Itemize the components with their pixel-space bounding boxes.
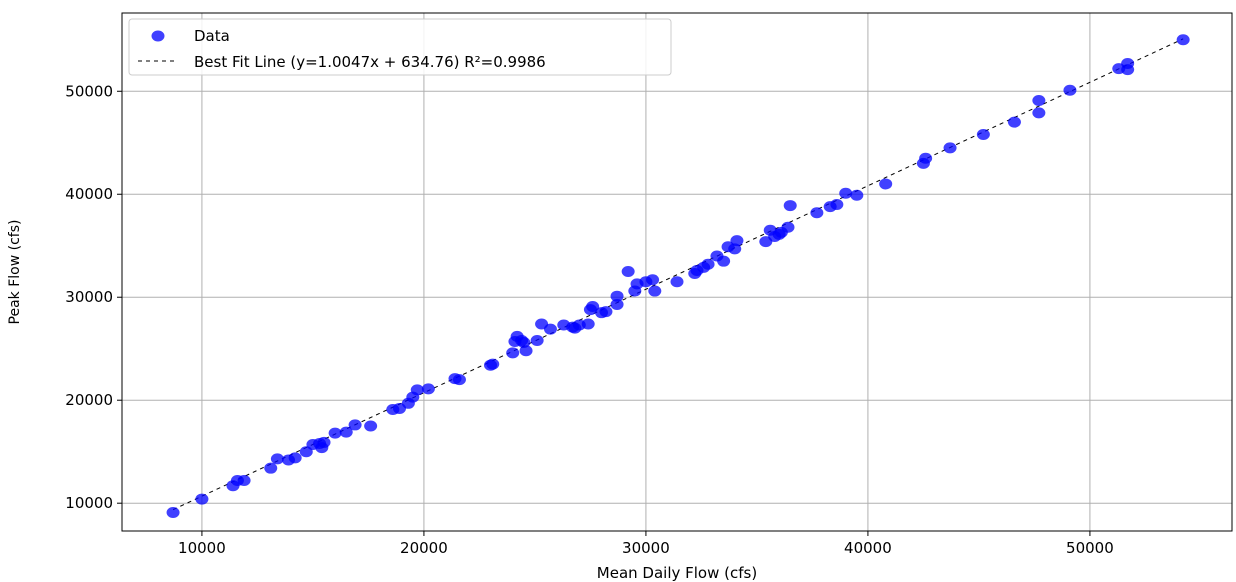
data-point bbox=[919, 152, 933, 164]
data-point bbox=[701, 258, 715, 270]
legend-box bbox=[128, 18, 672, 76]
data-point bbox=[328, 427, 342, 439]
y-tick-label: 10000 bbox=[65, 494, 113, 512]
data-point bbox=[1032, 95, 1046, 107]
data-point bbox=[839, 187, 853, 199]
data-point bbox=[452, 374, 466, 386]
data-point bbox=[717, 255, 731, 267]
data-point bbox=[783, 200, 797, 212]
data-point bbox=[850, 189, 864, 201]
data-point bbox=[421, 383, 435, 395]
data-point bbox=[781, 221, 795, 233]
x-axis-label: Mean Daily Flow (cfs) bbox=[597, 564, 757, 582]
data-point bbox=[339, 426, 353, 438]
data-point bbox=[976, 129, 990, 141]
data-point bbox=[586, 300, 600, 312]
data-point bbox=[670, 276, 684, 288]
ticks: 10000 20000 30000 40000 50000 10000 20000 30000… bbox=[65, 82, 1113, 557]
data-point bbox=[288, 452, 302, 464]
data-point bbox=[943, 142, 957, 154]
data-point bbox=[1121, 57, 1135, 69]
x-tick-label: 10000 bbox=[178, 539, 226, 557]
legend-label-data: Data bbox=[194, 27, 230, 45]
data-point bbox=[730, 235, 744, 247]
data-point bbox=[830, 199, 844, 211]
data-point bbox=[166, 506, 180, 518]
data-point bbox=[315, 442, 329, 454]
y-tick-label: 50000 bbox=[65, 82, 113, 100]
y-tick-label: 20000 bbox=[65, 391, 113, 409]
data-point bbox=[364, 420, 378, 432]
data-point bbox=[879, 178, 893, 190]
plot-area bbox=[166, 34, 1190, 518]
data-point bbox=[506, 347, 520, 359]
data-point bbox=[581, 318, 595, 330]
grid bbox=[122, 13, 1232, 531]
data-point bbox=[599, 306, 613, 318]
data-point bbox=[648, 285, 662, 297]
y-tick-label: 30000 bbox=[65, 288, 113, 306]
data-point bbox=[264, 462, 278, 474]
data-point bbox=[519, 345, 533, 357]
data-point bbox=[1007, 116, 1021, 128]
data-point bbox=[728, 243, 742, 255]
data-point bbox=[1176, 34, 1190, 46]
x-tick-label: 40000 bbox=[844, 539, 892, 557]
data-point bbox=[195, 493, 209, 505]
x-tick-label: 50000 bbox=[1066, 539, 1114, 557]
data-point bbox=[348, 419, 362, 431]
data-point bbox=[530, 334, 544, 346]
axes-frame bbox=[121, 12, 1233, 532]
data-point bbox=[543, 323, 557, 335]
x-tick-label: 20000 bbox=[400, 539, 448, 557]
data-point bbox=[646, 274, 660, 286]
data-point bbox=[517, 337, 531, 349]
legend: Data Best Fit Line (y=1.0047x + 634.76) … bbox=[128, 18, 672, 76]
data-point bbox=[270, 453, 284, 465]
y-tick-label: 40000 bbox=[65, 185, 113, 203]
x-tick-label: 30000 bbox=[622, 539, 670, 557]
data-point bbox=[610, 290, 624, 302]
data-point bbox=[621, 265, 635, 277]
legend-label-fit: Best Fit Line (y=1.0047x + 634.76) R²=0.… bbox=[194, 53, 546, 71]
data-point bbox=[810, 207, 824, 219]
y-axis-label: Peak Flow (cfs) bbox=[7, 220, 23, 325]
data-point bbox=[486, 358, 500, 370]
data-point bbox=[1032, 107, 1046, 119]
data-point bbox=[410, 384, 424, 396]
data-point bbox=[610, 298, 624, 310]
legend-marker-data bbox=[151, 30, 165, 42]
data-point bbox=[237, 475, 251, 487]
data-point bbox=[1063, 84, 1077, 96]
